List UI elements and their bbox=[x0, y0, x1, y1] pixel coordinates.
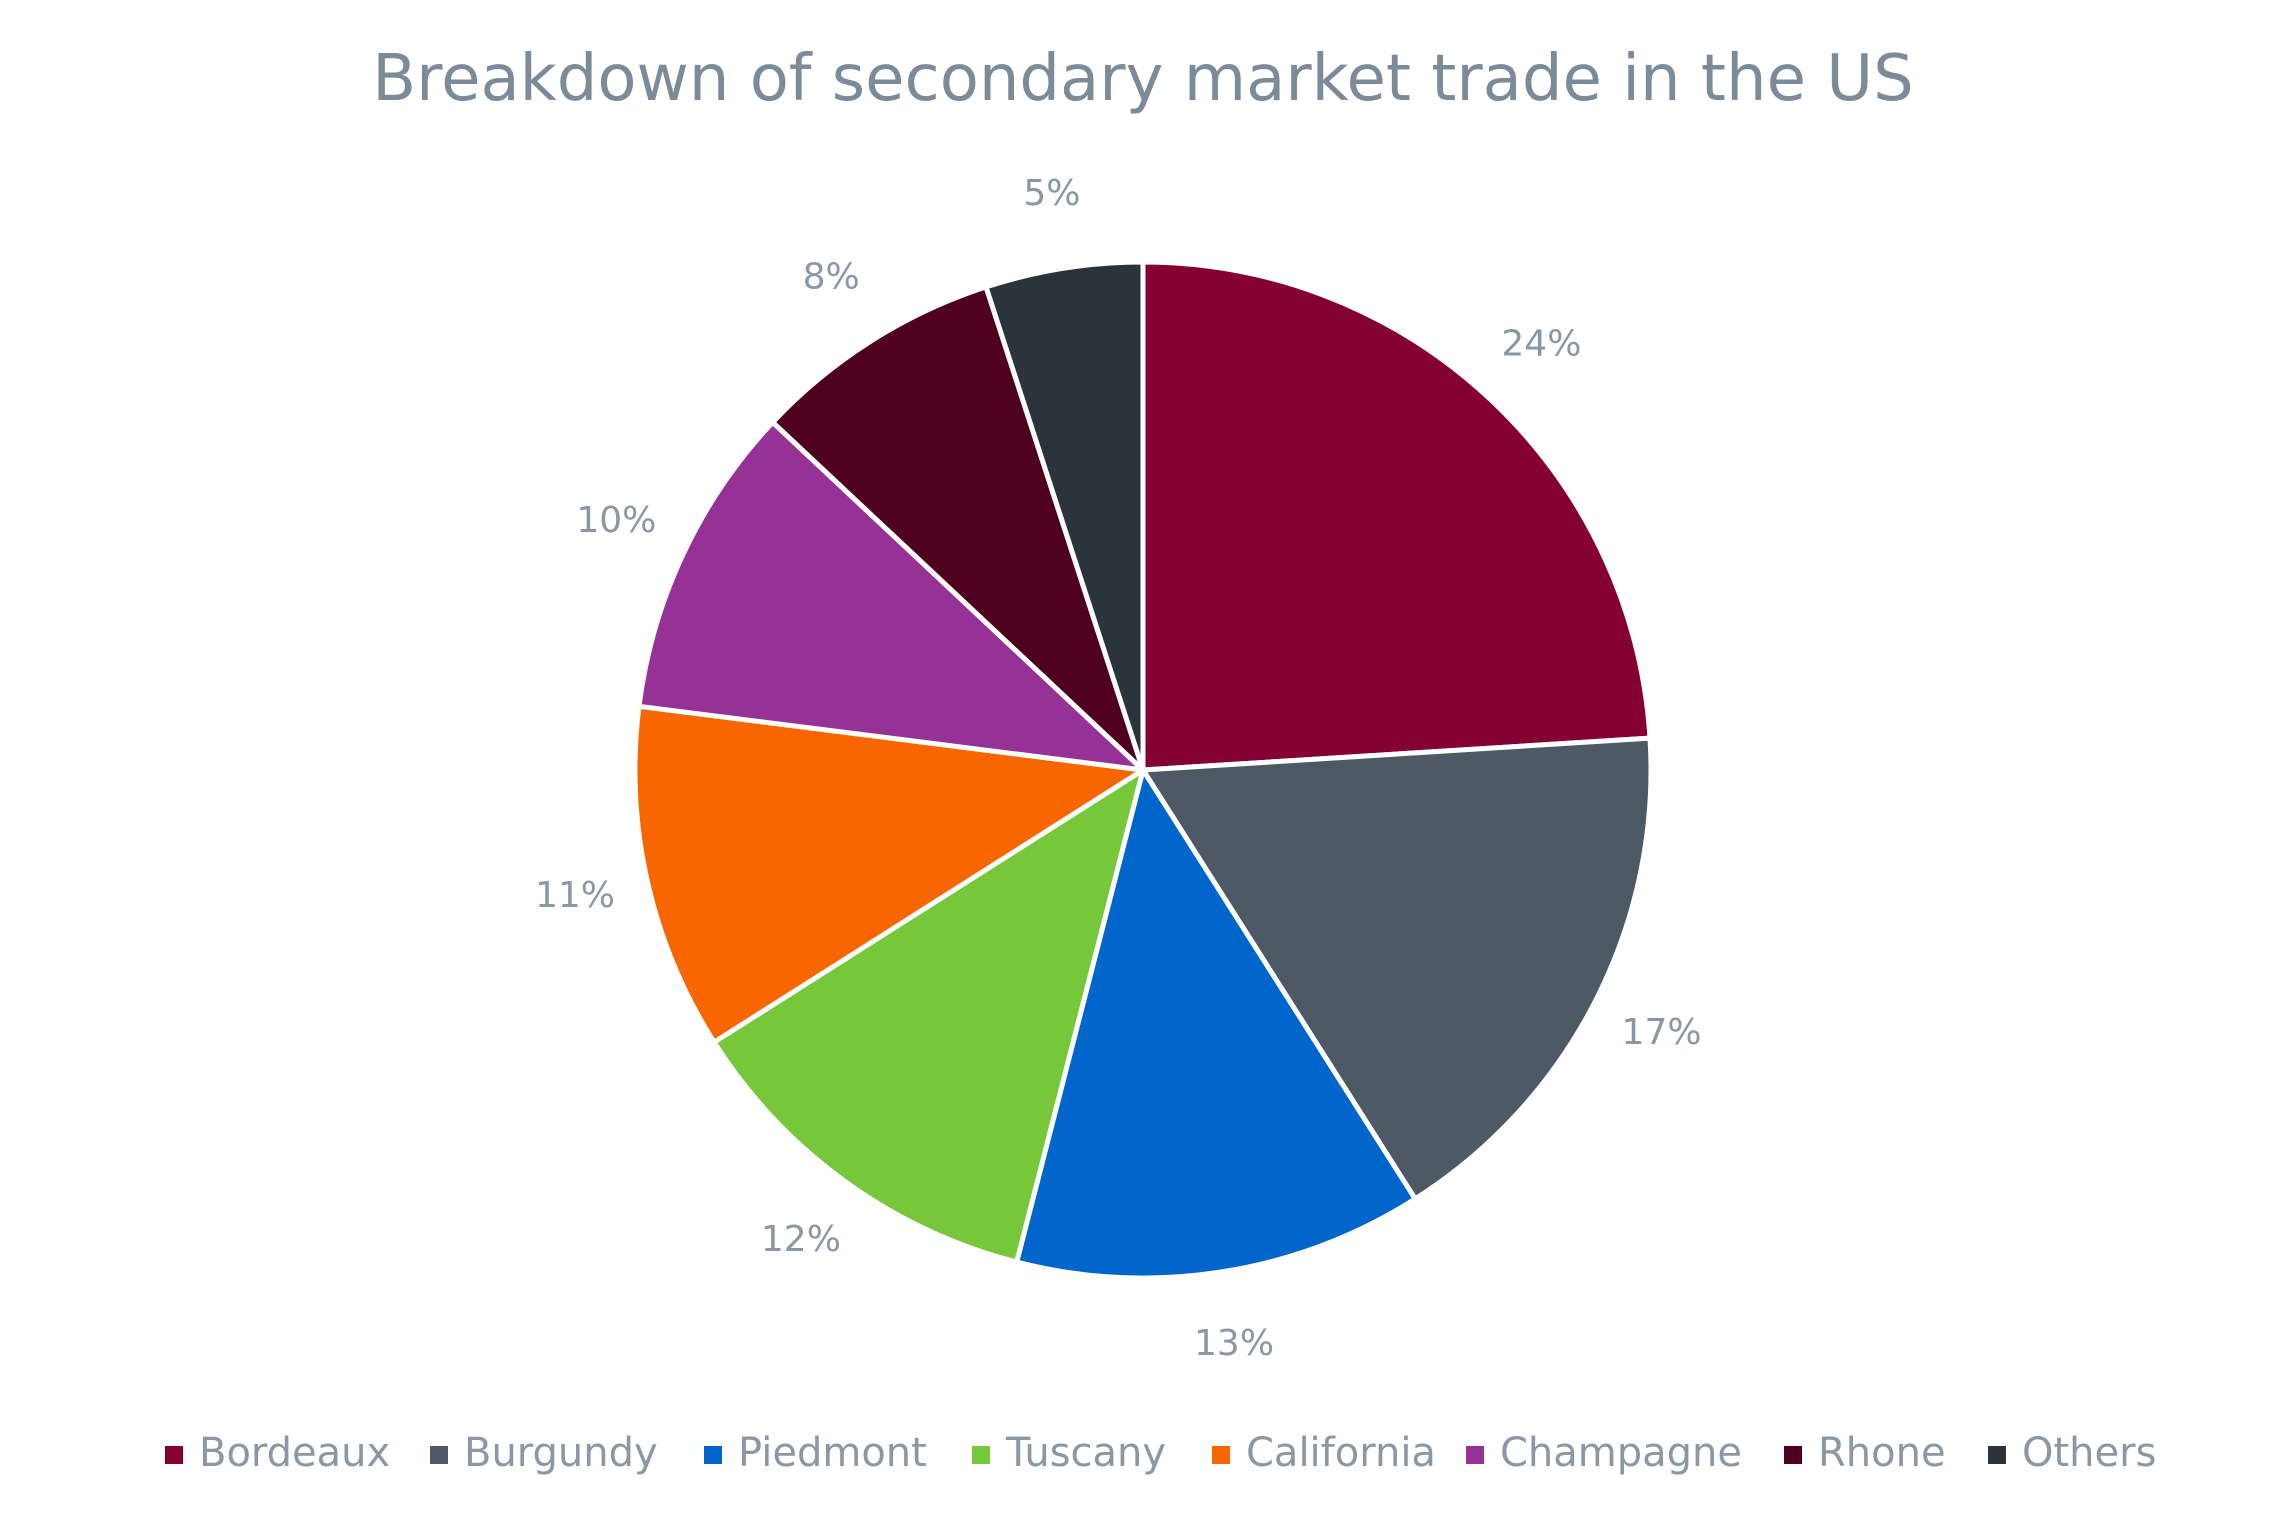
data-label-california: 11% bbox=[535, 875, 615, 916]
legend-label-california: California bbox=[1246, 1430, 1436, 1476]
legend-label-piedmont: Piedmont bbox=[738, 1430, 927, 1476]
data-label-burgundy: 17% bbox=[1622, 1012, 1702, 1053]
legend-label-champagne: Champagne bbox=[1500, 1430, 1742, 1476]
data-label-rhone: 8% bbox=[803, 257, 860, 298]
data-label-piedmont: 13% bbox=[1194, 1323, 1274, 1364]
chart-title: Breakdown of secondary market trade in t… bbox=[372, 42, 1914, 116]
legend-label-tuscany: Tuscany bbox=[1005, 1430, 1166, 1476]
legend-label-bordeaux: Bordeaux bbox=[199, 1430, 390, 1476]
pie-slice-others bbox=[983, 259, 1146, 773]
pie-slice-champagne bbox=[636, 419, 1146, 773]
pie-slice-tuscany bbox=[711, 767, 1146, 1265]
legend-label-rhone: Rhone bbox=[1818, 1430, 1946, 1476]
pie-slice-california bbox=[632, 703, 1146, 1045]
slice-labels: 24% 17% 13% 12% 11% 10% 8% 5% bbox=[535, 173, 1702, 1364]
pie-slices bbox=[632, 259, 1654, 1281]
data-label-tuscany: 12% bbox=[761, 1219, 841, 1260]
legend-label-others: Others bbox=[2022, 1430, 2156, 1476]
legend-swatch-bordeaux bbox=[165, 1446, 183, 1464]
data-label-others: 5% bbox=[1023, 173, 1080, 214]
legend-swatch-champagne bbox=[1466, 1446, 1484, 1464]
legend-swatch-california bbox=[1212, 1446, 1230, 1464]
legend-swatch-others bbox=[1988, 1446, 2006, 1464]
pie-slice-bordeaux bbox=[1140, 259, 1653, 773]
pie-slice-burgundy bbox=[1140, 735, 1654, 1202]
legend-swatch-tuscany bbox=[972, 1446, 990, 1464]
data-label-bordeaux: 24% bbox=[1501, 324, 1581, 365]
pie-slice-rhone bbox=[770, 284, 1146, 773]
legend-swatch-piedmont bbox=[704, 1446, 722, 1464]
legend-label-burgundy: Burgundy bbox=[464, 1430, 658, 1476]
legend-swatch-burgundy bbox=[430, 1446, 448, 1464]
legend-swatch-rhone bbox=[1784, 1446, 1802, 1464]
legend: Bordeaux Burgundy Piedmont Tuscany Californi… bbox=[165, 1430, 2156, 1476]
pie-slice-piedmont bbox=[1014, 767, 1418, 1281]
data-label-champagne: 10% bbox=[576, 500, 656, 541]
